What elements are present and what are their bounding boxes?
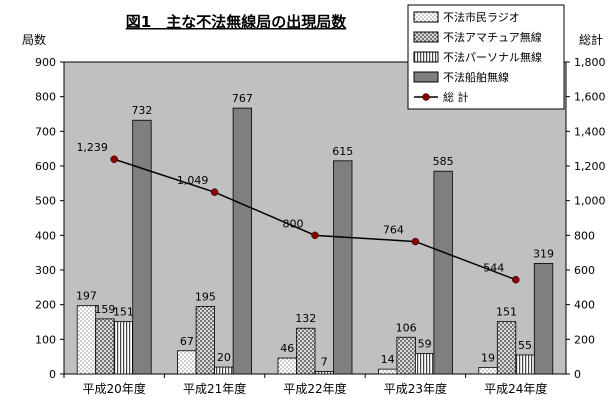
legend-swatch-total-marker — [422, 93, 430, 101]
bar-citizen-radio — [478, 367, 498, 375]
bar-ship-radio — [533, 263, 554, 375]
bar-data-label: 67 — [180, 335, 194, 348]
bar-labels: 1971591517326719520767461327615141065958… — [76, 92, 554, 368]
total-point — [512, 275, 520, 284]
y-axis-title: 局数 — [22, 32, 46, 47]
bar-data-label: 7 — [321, 356, 328, 369]
total-series: 1,239 1,049 800 764 544 — [76, 141, 520, 284]
bar-citizen-radio — [377, 368, 398, 375]
total-data-label: 1,049 — [177, 174, 209, 187]
legend-label-citizen-radio: 不法市民ラジオ — [443, 10, 520, 24]
bar-data-label: 20 — [217, 351, 231, 364]
y2-axis-title: 総計 — [579, 32, 603, 47]
legend-swatch-personal-radio — [413, 51, 439, 63]
y-tick-label: 100 — [35, 333, 56, 346]
y-tick-label: 500 — [35, 195, 56, 208]
y-tick-label: 300 — [35, 264, 56, 277]
bar-data-label: 197 — [76, 290, 97, 303]
total-data-label: 764 — [383, 224, 404, 237]
bar-ship-radio — [232, 107, 253, 375]
bar-data-label: 319 — [533, 247, 554, 260]
x-category-label: 平成22年度 — [283, 381, 346, 396]
y-tick-label: 900 — [35, 56, 56, 69]
y2-axis: 0 200 400 600 800 1,000 1,200 1,400 1,600 1,800 — [566, 56, 606, 381]
bar-citizen-radio — [76, 305, 97, 375]
legend-label-ship-radio: 不法船舶無線 — [443, 70, 509, 84]
bar-data-label: 732 — [131, 104, 152, 117]
bar-citizen-radio — [277, 357, 297, 375]
bar-data-label: 151 — [496, 306, 517, 319]
total-point — [311, 231, 319, 240]
bar-amateur-radio — [396, 336, 416, 375]
y-tick-label: 800 — [35, 91, 56, 104]
total-point — [110, 155, 118, 163]
bar-data-label: 151 — [113, 306, 134, 319]
chart-title: 図1 主な不法無線局の出現局数 — [126, 13, 347, 31]
bar-amateur-radio — [95, 318, 115, 375]
y2-tick-label: 400 — [574, 299, 595, 312]
legend-swatch-citizen-radio — [413, 11, 439, 23]
legend-swatch-amateur-radio — [413, 31, 439, 43]
bar-data-label: 615 — [332, 145, 353, 158]
total-data-label: 1,239 — [76, 141, 108, 154]
y2-tick-label: 1,800 — [574, 56, 606, 69]
y-tick-label: 400 — [35, 229, 56, 242]
bar-personal-radio — [113, 321, 134, 375]
bar-ship-radio — [132, 119, 152, 375]
bar-citizen-radio — [177, 350, 197, 375]
x-category-label: 平成21年度 — [183, 381, 246, 396]
bar-data-label: 14 — [381, 353, 395, 366]
bar-data-label: 585 — [433, 155, 454, 168]
x-category-label: 平成23年度 — [384, 381, 447, 396]
y2-tick-label: 1,400 — [574, 125, 606, 138]
bar-personal-radio — [414, 353, 435, 375]
legend-label-total: 総 計 — [443, 90, 469, 104]
bar-ship-radio — [433, 170, 453, 375]
y-tick-label: 200 — [35, 299, 56, 312]
y2-tick-label: 1,200 — [574, 160, 606, 173]
y-axis: 0 100 200 300 400 500 600 700 800 900 — [35, 56, 64, 381]
y2-tick-label: 1,000 — [574, 195, 606, 208]
total-data-label: 800 — [283, 217, 304, 230]
bar-personal-radio — [515, 354, 535, 375]
total-point — [210, 188, 219, 196]
bar-data-label: 19 — [481, 351, 495, 364]
y-tick-label: 600 — [35, 160, 56, 173]
bar-amateur-radio — [296, 327, 316, 375]
bar-data-label: 106 — [396, 321, 417, 334]
y2-tick-label: 200 — [574, 333, 595, 346]
legend: 不法市民ラジオ 不法アマチュア無線 不法パーソナル無線 不法船舶無線 総 計 — [407, 4, 565, 110]
bar-personal-radio — [314, 371, 334, 375]
total-point — [411, 237, 420, 246]
bar-data-label: 46 — [280, 342, 294, 355]
bar-data-label: 132 — [295, 312, 316, 325]
legend-swatch-ship-radio — [413, 71, 439, 83]
y2-tick-label: 0 — [574, 368, 581, 381]
y-tick-label: 0 — [49, 368, 56, 381]
legend-label-amateur-radio: 不法アマチュア無線 — [443, 30, 542, 44]
y-tick-label: 700 — [35, 125, 56, 138]
bar-data-label: 59 — [418, 338, 432, 351]
y2-tick-label: 600 — [574, 264, 595, 277]
x-category-label: 平成20年度 — [83, 381, 146, 396]
x-axis: 平成20年度 平成21年度 平成22年度 平成23年度 平成24年度 — [63, 374, 547, 396]
total-data-label: 544 — [483, 262, 504, 275]
bars — [76, 107, 554, 375]
bar-personal-radio — [214, 366, 234, 375]
bar-data-label: 195 — [195, 290, 216, 303]
legend-label-personal-radio: 不法パーソナル無線 — [443, 50, 542, 64]
x-category-label: 平成24年度 — [484, 381, 547, 396]
bar-data-label: 767 — [232, 92, 253, 105]
bar-data-label: 159 — [94, 303, 115, 316]
bar-amateur-radio — [496, 321, 517, 375]
bar-ship-radio — [333, 160, 353, 375]
bar-data-label: 55 — [518, 339, 532, 352]
bar-amateur-radio — [195, 305, 216, 375]
y2-tick-label: 1,600 — [574, 91, 606, 104]
y2-tick-label: 800 — [574, 229, 595, 242]
